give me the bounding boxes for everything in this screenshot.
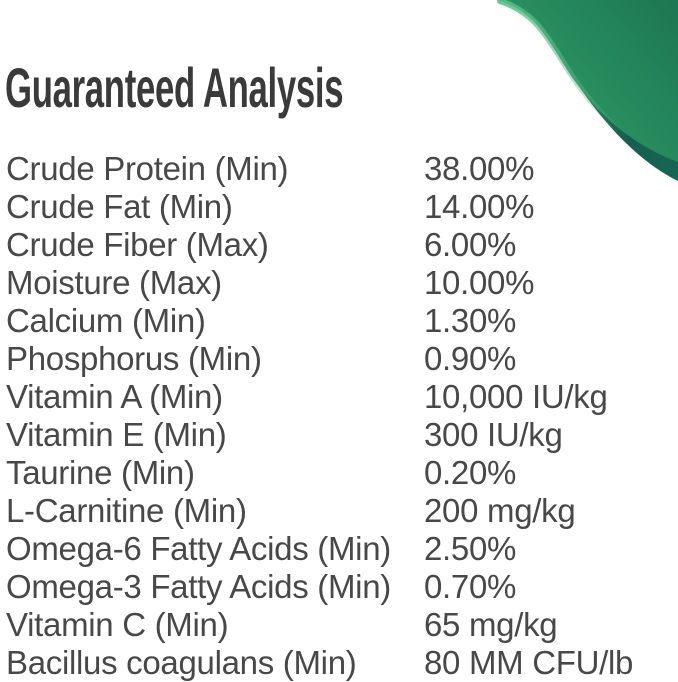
nutrient-label: Vitamin C (Min) <box>6 606 229 643</box>
nutrient-label: Taurine (Min) <box>6 454 195 491</box>
analysis-row: L-Carnitine (Min) 200 mg/kg <box>6 492 678 530</box>
analysis-row: Crude Fat (Min) 14.00% <box>6 188 678 226</box>
green-swoosh-decoration <box>497 0 678 181</box>
analysis-row: Bacillus coagulans (Min) 80 MM CFU/lb <box>6 644 678 682</box>
analysis-row: Taurine (Min) 0.20% <box>6 454 678 492</box>
page-title: Guaranteed Analysis <box>5 56 344 119</box>
nutrient-value: 2.50% <box>424 530 517 567</box>
nutrient-label: Omega-3 Fatty Acids (Min) <box>6 568 391 605</box>
nutrient-label: L-Carnitine (Min) <box>6 492 247 529</box>
nutrient-label: Vitamin E (Min) <box>6 416 227 453</box>
swoosh-highlight <box>497 0 630 139</box>
nutrient-value: 10,000 IU/kg <box>424 378 608 415</box>
analysis-row: Crude Fiber (Max) 6.00% <box>6 226 678 264</box>
nutrient-label: Bacillus coagulans (Min) <box>6 644 357 681</box>
analysis-row: Phosphorus (Min) 0.90% <box>6 340 678 378</box>
nutrient-label: Crude Fiber (Max) <box>6 226 269 263</box>
nutrient-label: Crude Fat (Min) <box>6 188 233 225</box>
analysis-row: Moisture (Max) 10.00% <box>6 264 678 302</box>
nutrient-value: 0.20% <box>424 454 517 491</box>
analysis-row: Vitamin E (Min) 300 IU/kg <box>6 416 678 454</box>
nutrient-label: Omega-6 Fatty Acids (Min) <box>6 530 391 567</box>
nutrient-value: 38.00% <box>424 150 535 187</box>
nutrient-label: Calcium (Min) <box>6 302 206 339</box>
nutrient-value: 10.00% <box>424 264 535 301</box>
analysis-table: Crude Protein (Min) 38.00% Crude Fat (Min)… <box>6 150 678 682</box>
nutrient-value: 6.00% <box>424 226 517 263</box>
nutrient-value: 80 MM CFU/lb <box>424 644 634 681</box>
nutrient-value: 1.30% <box>424 302 517 339</box>
nutrient-label: Phosphorus (Min) <box>6 340 262 377</box>
swoosh-body <box>498 0 678 162</box>
nutrient-value: 65 mg/kg <box>424 606 558 643</box>
nutrient-value: 0.70% <box>424 568 517 605</box>
analysis-row: Omega-3 Fatty Acids (Min) 0.70% <box>6 568 678 606</box>
nutrient-label: Moisture (Max) <box>6 264 222 301</box>
analysis-row: Calcium (Min) 1.30% <box>6 302 678 340</box>
nutrient-value: 14.00% <box>424 188 535 225</box>
analysis-row: Omega-6 Fatty Acids (Min) 2.50% <box>6 530 678 568</box>
analysis-row: Vitamin A (Min) 10,000 IU/kg <box>6 378 678 416</box>
nutrient-label: Vitamin A (Min) <box>6 378 223 415</box>
nutrient-label: Crude Protein (Min) <box>6 150 289 187</box>
nutrient-value: 0.90% <box>424 340 517 377</box>
nutrient-value: 200 mg/kg <box>424 492 576 529</box>
nutrient-value: 300 IU/kg <box>424 416 563 453</box>
analysis-row: Vitamin C (Min) 65 mg/kg <box>6 606 678 644</box>
analysis-row: Crude Protein (Min) 38.00% <box>6 150 678 188</box>
